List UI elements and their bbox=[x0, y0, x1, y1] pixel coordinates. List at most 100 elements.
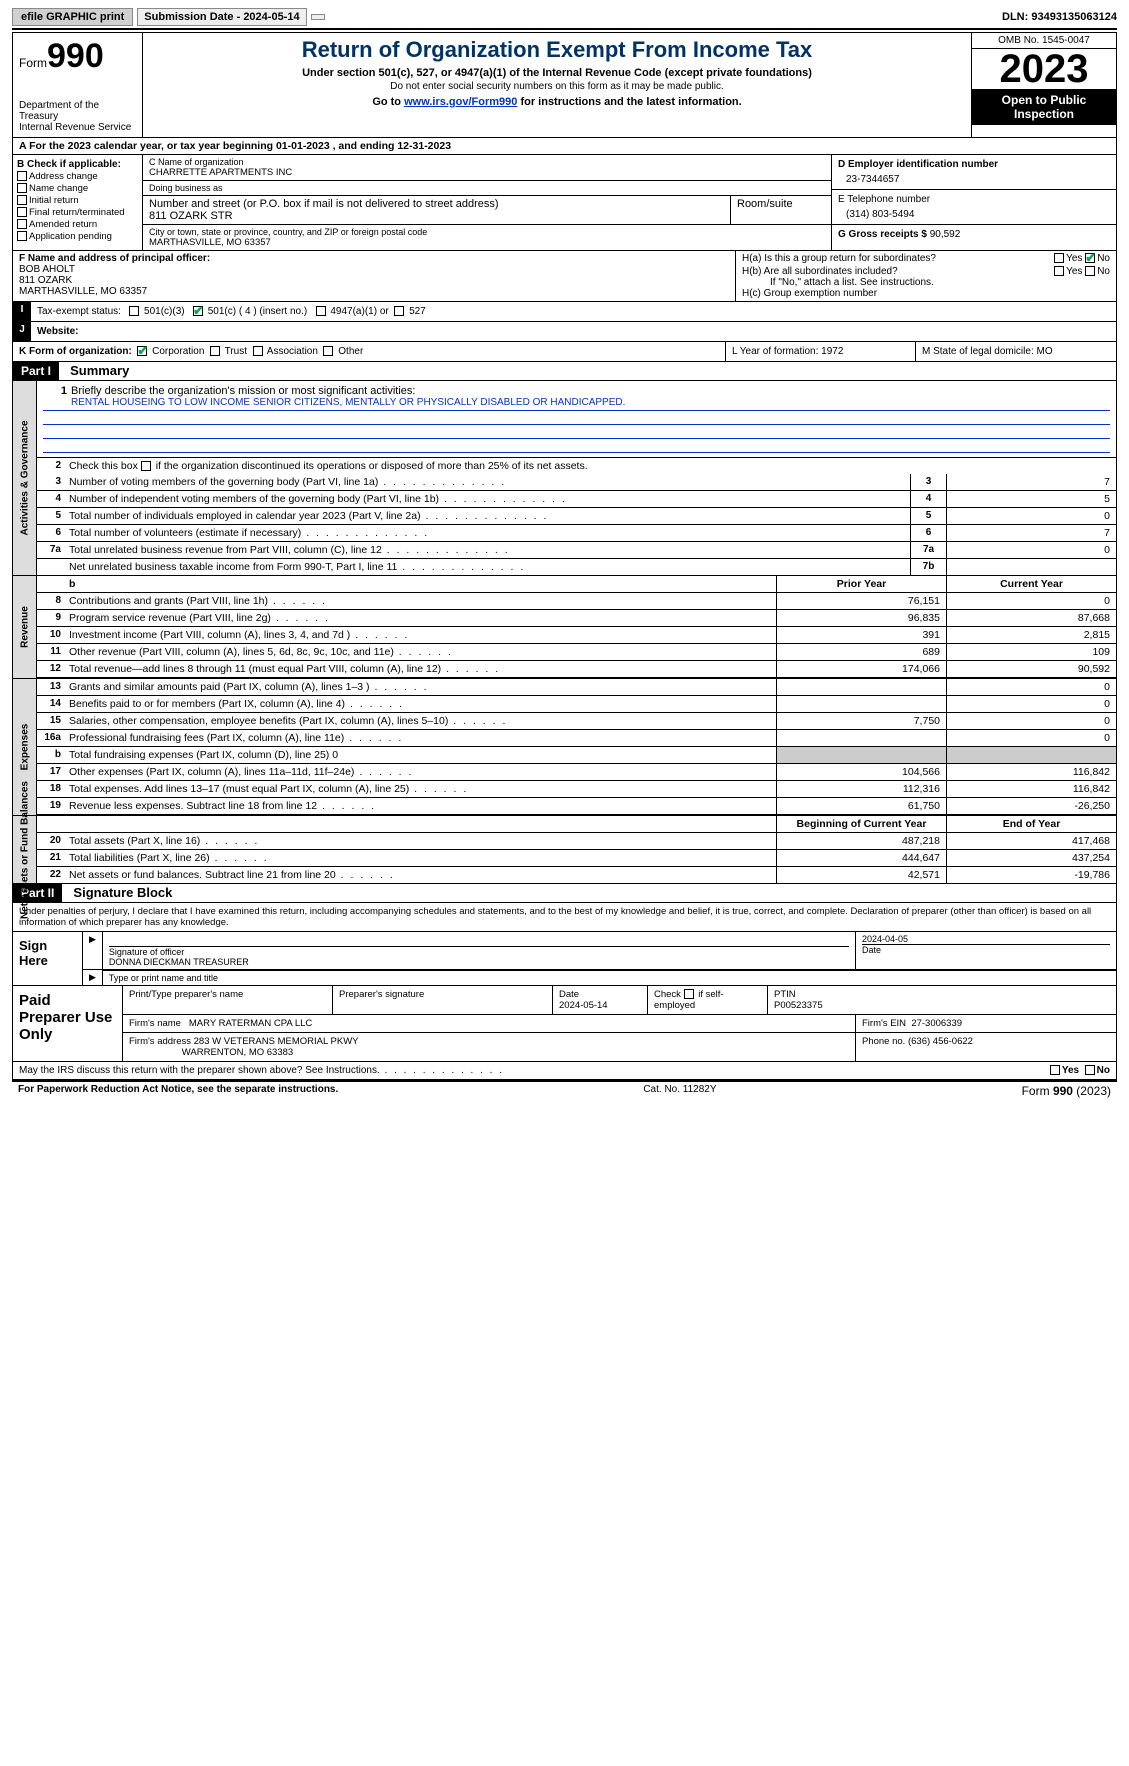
chk-other[interactable] bbox=[323, 346, 333, 356]
dba-label: Doing business as bbox=[149, 183, 825, 193]
gross-label: G Gross receipts $ bbox=[838, 229, 927, 240]
line6-value: 7 bbox=[946, 525, 1116, 541]
line14-current: 0 bbox=[946, 696, 1116, 712]
mission-q: Briefly describe the organization's miss… bbox=[71, 385, 415, 397]
line20-desc: Total assets (Part X, line 16) bbox=[65, 833, 776, 849]
line12-current: 90,592 bbox=[946, 661, 1116, 677]
discuss-yes[interactable] bbox=[1050, 1065, 1060, 1075]
paid-preparer-label: Paid Preparer Use Only bbox=[13, 986, 123, 1061]
ha-no[interactable] bbox=[1085, 253, 1095, 263]
chk-527[interactable] bbox=[394, 306, 404, 316]
sign-here-label: Sign Here bbox=[13, 932, 83, 985]
hb-yes[interactable] bbox=[1054, 266, 1064, 276]
line13-desc: Grants and similar amounts paid (Part IX… bbox=[65, 679, 776, 695]
chk-trust[interactable] bbox=[210, 346, 220, 356]
addr-label: Number and street (or P.O. box if mail i… bbox=[149, 198, 724, 210]
line13-prior bbox=[776, 679, 946, 695]
phone-value: (314) 803-5494 bbox=[838, 205, 1110, 220]
section-net-assets: Net Assets or Fund Balances Beginning of… bbox=[12, 816, 1117, 884]
org-name: CHARRETTE APARTMENTS INC bbox=[149, 167, 825, 178]
part2-title: Signature Block bbox=[65, 885, 172, 900]
hb-no[interactable] bbox=[1085, 266, 1095, 276]
irs-link[interactable]: www.irs.gov/Form990 bbox=[404, 96, 517, 108]
chk-4947[interactable] bbox=[316, 306, 326, 316]
arrow-icon: ▶ bbox=[83, 932, 103, 969]
line20-end: 417,468 bbox=[946, 833, 1116, 849]
chk-corp[interactable] bbox=[137, 346, 147, 356]
line22-beg: 42,571 bbox=[776, 867, 946, 883]
row-i-label: I bbox=[13, 302, 31, 321]
line21-beg: 444,647 bbox=[776, 850, 946, 866]
line-value bbox=[946, 559, 1116, 575]
line10-desc: Investment income (Part VIII, column (A)… bbox=[65, 627, 776, 643]
chk-amended[interactable] bbox=[17, 219, 27, 229]
city-value: MARTHASVILLE, MO 63357 bbox=[149, 237, 825, 248]
line10-current: 2,815 bbox=[946, 627, 1116, 643]
chk-app-pending[interactable] bbox=[17, 231, 27, 241]
line15-desc: Salaries, other compensation, employee b… bbox=[65, 713, 776, 729]
row-k: K Form of organization: Corporation Trus… bbox=[12, 342, 1117, 362]
line19-current: -26,250 bbox=[946, 798, 1116, 814]
officer-name: BOB AHOLT bbox=[19, 264, 729, 275]
state-domicile: M State of legal domicile: MO bbox=[916, 342, 1116, 361]
side-revenue: Revenue bbox=[19, 606, 30, 648]
chk-final-return[interactable] bbox=[17, 207, 27, 217]
line11-desc: Other revenue (Part VIII, column (A), li… bbox=[65, 644, 776, 660]
form-label: Form bbox=[19, 56, 47, 70]
chk-initial-return[interactable] bbox=[17, 195, 27, 205]
arrow-icon: ▶ bbox=[83, 970, 103, 985]
line16a-current: 0 bbox=[946, 730, 1116, 746]
form-number: 990 bbox=[47, 37, 104, 75]
ha-label: H(a) Is this a group return for subordin… bbox=[742, 253, 1054, 264]
chk-discontinued[interactable] bbox=[141, 461, 151, 471]
form-title: Return of Organization Exempt From Incom… bbox=[151, 37, 963, 63]
chk-address-change[interactable] bbox=[17, 171, 27, 181]
discuss-no[interactable] bbox=[1085, 1065, 1095, 1075]
ha-yes[interactable] bbox=[1054, 253, 1064, 263]
chk-assoc[interactable] bbox=[253, 346, 263, 356]
subtitle-1: Under section 501(c), 527, or 4947(a)(1)… bbox=[151, 67, 963, 79]
cat-no: Cat. No. 11282Y bbox=[643, 1084, 716, 1098]
firm-name: MARY RATERMAN CPA LLC bbox=[189, 1018, 312, 1029]
line17-desc: Other expenses (Part IX, column (A), lin… bbox=[65, 764, 776, 780]
top-bar: efile GRAPHIC print Submission Date - 20… bbox=[12, 8, 1117, 30]
form-ref: Form 990 (2023) bbox=[1022, 1084, 1111, 1098]
chk-name-change[interactable] bbox=[17, 183, 27, 193]
line12-desc: Total revenue—add lines 8 through 11 (mu… bbox=[65, 661, 776, 677]
line17-current: 116,842 bbox=[946, 764, 1116, 780]
line15-current: 0 bbox=[946, 713, 1116, 729]
hdr-end: End of Year bbox=[946, 816, 1116, 832]
chk-501c3[interactable] bbox=[129, 306, 139, 316]
prep-sig-hdr: Preparer's signature bbox=[333, 986, 553, 1014]
paperwork-notice: For Paperwork Reduction Act Notice, see … bbox=[18, 1084, 338, 1098]
line18-prior: 112,316 bbox=[776, 781, 946, 797]
prep-name-hdr: Print/Type preparer's name bbox=[123, 986, 333, 1014]
line11-prior: 689 bbox=[776, 644, 946, 660]
hdr-beginning: Beginning of Current Year bbox=[776, 816, 946, 832]
side-governance: Activities & Governance bbox=[19, 420, 30, 535]
hb-label: H(b) Are all subordinates included? bbox=[742, 266, 1054, 277]
type-name-label: Type or print name and title bbox=[103, 970, 1116, 985]
signature-block: Under penalties of perjury, I declare th… bbox=[12, 903, 1117, 1080]
officer-addr1: 811 OZARK bbox=[19, 275, 729, 286]
line7a-value: 0 bbox=[946, 542, 1116, 558]
line18-current: 116,842 bbox=[946, 781, 1116, 797]
perjury-text: Under penalties of perjury, I declare th… bbox=[13, 903, 1116, 931]
efile-button[interactable]: efile GRAPHIC print bbox=[12, 8, 133, 26]
hdr-current: Current Year bbox=[946, 576, 1116, 592]
submission-date: Submission Date - 2024-05-14 bbox=[137, 8, 306, 26]
line4-value: 5 bbox=[946, 491, 1116, 507]
subtitle-3: Go to www.irs.gov/Form990 for instructio… bbox=[151, 96, 963, 108]
open-public: Open to Public Inspection bbox=[972, 89, 1116, 125]
city-label: City or town, state or province, country… bbox=[149, 227, 825, 237]
ein-label: D Employer identification number bbox=[838, 159, 1110, 170]
chk-self-employed[interactable] bbox=[684, 989, 694, 999]
line4-desc: Number of independent voting members of … bbox=[65, 491, 910, 507]
chk-501c[interactable] bbox=[193, 306, 203, 316]
addr-value: 811 OZARK STR bbox=[149, 210, 724, 222]
line14-prior bbox=[776, 696, 946, 712]
dept-treasury: Department of the Treasury Internal Reve… bbox=[19, 100, 136, 133]
sig-officer-name: DONNA DIECKMAN TREASURER bbox=[109, 957, 249, 967]
side-net: Net Assets or Fund Balances bbox=[19, 780, 30, 918]
firm-addr2: WARRENTON, MO 63383 bbox=[182, 1047, 293, 1058]
